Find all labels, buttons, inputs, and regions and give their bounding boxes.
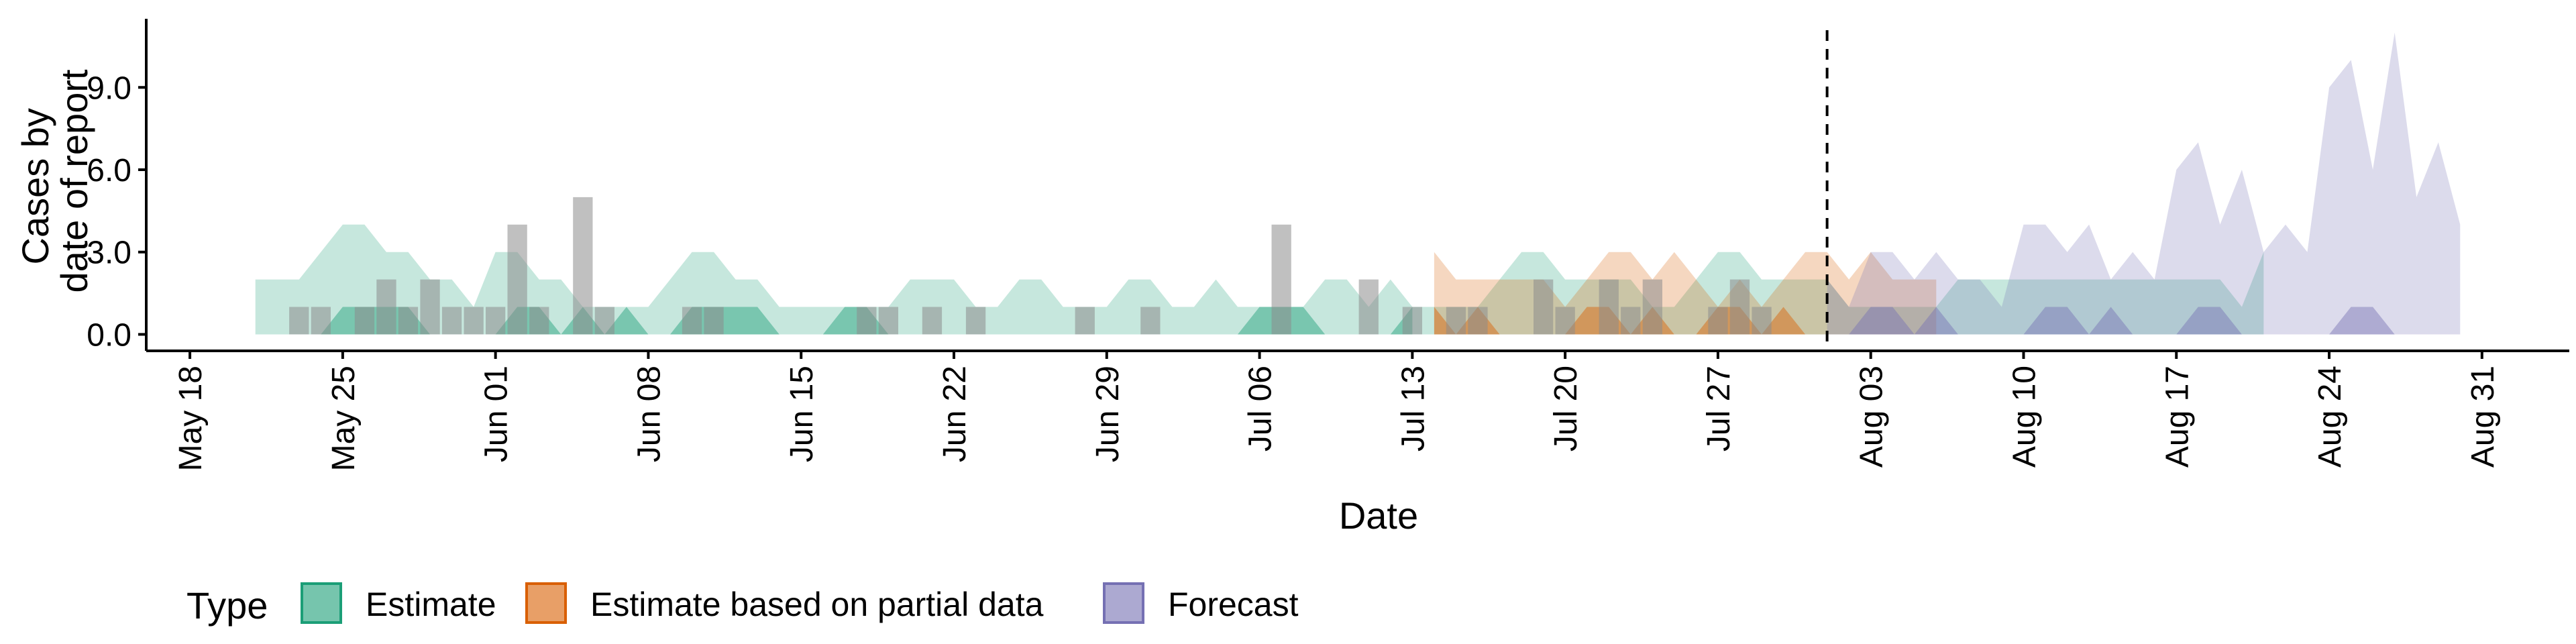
- y-tick-label: 3.0: [87, 235, 131, 271]
- axes: 0.0 3.0 6.0 9.0 May 18 May 25 Jun 01 Jun 08 Jun…: [87, 19, 2569, 471]
- bar-2020-06-11: [704, 307, 724, 335]
- bar-2020-05-30: [441, 307, 462, 335]
- bar-2020-05-26: [354, 307, 375, 335]
- x-tick-label: Jul 06: [1243, 366, 1279, 451]
- y-axis-title-line-1: Cases by: [14, 108, 56, 264]
- y-axis-title-line-2: date of report: [53, 69, 95, 293]
- legend-label-estimate: Estimate: [366, 586, 496, 623]
- bar-2020-07-13: [1402, 307, 1422, 335]
- x-ticks: May 18 May 25 Jun 01 Jun 08 Jun 15 Jun 22 Jun …: [173, 351, 2501, 471]
- x-tick-label: May 18: [173, 366, 209, 471]
- legend-title: Type: [186, 584, 268, 627]
- bar-2020-05-29: [420, 279, 440, 335]
- y-tick-label: 6.0: [87, 153, 131, 189]
- bar-2020-07-15: [1446, 307, 1466, 335]
- x-tick-label: Jun 08: [631, 366, 667, 462]
- bar-2020-06-03: [529, 307, 549, 335]
- bar-2020-06-28: [1075, 307, 1095, 335]
- x-tick-label: Jul 13: [1395, 366, 1431, 451]
- x-tick-label: Aug 31: [2465, 366, 2501, 468]
- ribbon-inner-2-3: [2329, 307, 2395, 335]
- x-tick-label: Aug 03: [1854, 366, 1890, 468]
- bar-2020-06-06: [594, 307, 614, 335]
- bar-2020-05-24: [311, 307, 331, 335]
- y-ticks: 0.0 3.0 6.0 9.0: [87, 70, 146, 353]
- x-tick-label: Aug 17: [2159, 366, 2195, 468]
- x-tick-label: Jun 01: [479, 366, 515, 462]
- legend-key-forecast: [1103, 582, 1144, 624]
- x-tick-label: Aug 10: [2007, 366, 2043, 468]
- bar-2020-07-16: [1468, 307, 1488, 335]
- x-tick-label: Jul 20: [1548, 366, 1584, 451]
- bar-2020-07-23: [1621, 307, 1641, 335]
- bar-2020-07-29: [1752, 307, 1772, 335]
- bar-2020-07-24: [1642, 279, 1662, 335]
- y-tick-label: 0.0: [87, 317, 131, 353]
- bar-2020-07-27: [1708, 307, 1728, 335]
- x-tick-label: May 25: [326, 366, 362, 471]
- bar-2020-05-27: [376, 279, 396, 335]
- bar-2020-07-01: [1140, 307, 1161, 335]
- bar-2020-07-22: [1599, 279, 1619, 335]
- bar-2020-06-23: [965, 307, 986, 335]
- ribbon-outer-2: [1827, 32, 2461, 335]
- bar-layer: [289, 197, 1772, 335]
- bar-2020-05-31: [464, 307, 484, 335]
- legend-label-forecast: Forecast: [1168, 586, 1299, 623]
- x-tick-label: Jun 22: [937, 366, 973, 462]
- bar-2020-06-02: [507, 224, 527, 335]
- x-tick-label: Jun 15: [784, 366, 820, 462]
- x-tick-label: Aug 24: [2312, 366, 2348, 468]
- bar-2020-05-28: [398, 307, 419, 335]
- bar-2020-07-19: [1534, 279, 1554, 335]
- x-tick-label: Jun 29: [1090, 366, 1126, 462]
- ribbon-inner-2-0: [1849, 307, 1958, 335]
- x-axis-title: Date: [1339, 494, 1418, 537]
- bar-2020-07-07: [1271, 224, 1291, 335]
- y-axis-title: Cases by date of report: [14, 69, 95, 293]
- bar-2020-06-19: [878, 307, 898, 335]
- bar-2020-06-01: [486, 307, 506, 335]
- bar-2020-06-18: [857, 307, 877, 335]
- bar-2020-06-10: [682, 307, 702, 335]
- legend-key-estimate: [301, 582, 342, 624]
- ribbon-inner-2-2: [2176, 307, 2242, 335]
- legend-key-partial: [525, 582, 567, 624]
- x-tick-label: Jul 27: [1701, 366, 1737, 451]
- legend-label-partial: Estimate based on partial data: [590, 586, 1044, 623]
- bar-2020-07-11: [1358, 279, 1379, 335]
- bar-2020-05-23: [289, 307, 309, 335]
- bar-2020-06-05: [573, 197, 593, 335]
- bar-2020-07-28: [1729, 279, 1750, 335]
- ribbon-inner-2-1: [2023, 307, 2133, 335]
- bar-2020-07-20: [1555, 307, 1575, 335]
- bar-2020-06-21: [922, 307, 943, 335]
- y-tick-label: 9.0: [87, 70, 131, 106]
- legend: Type Estimate Estimate based on partial …: [186, 582, 1299, 627]
